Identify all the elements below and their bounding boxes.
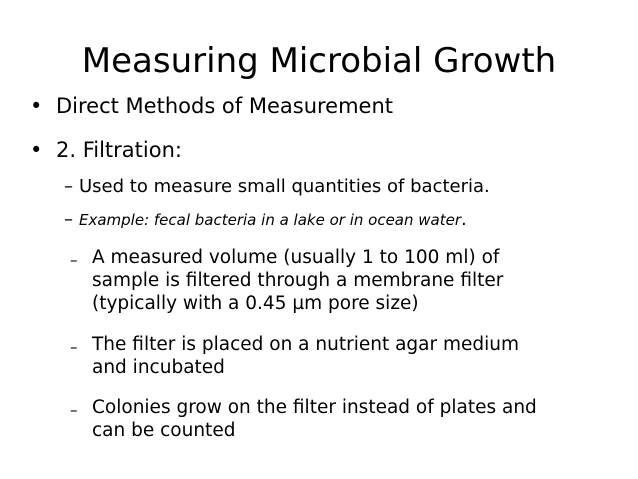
sub-bullet-suffix: .: [461, 209, 467, 230]
bullet-marker: •: [30, 94, 43, 118]
detail-bullet-marker: –: [70, 251, 78, 269]
detail-line: A measured volume (usually 1 to 100 ml) …: [92, 247, 500, 268]
sub-bullet-small-quantities: – Used to measure small quantities of bac…: [64, 176, 490, 198]
sub-bullet-marker: –: [64, 209, 73, 230]
bullet-marker: •: [30, 138, 43, 162]
detail-line: The filter is placed on a nutrient agar …: [92, 334, 520, 355]
detail-line: and incubated: [92, 357, 225, 378]
bullet-text: 2. Filtration:: [56, 138, 182, 162]
sub-bullet-text: Used to measure small quantities of bact…: [79, 176, 490, 197]
slide-title: Measuring Microbial Growth: [81, 41, 557, 81]
detail-line: can be counted: [92, 420, 236, 441]
sub-bullet-text: Example: fecal bacteria in a lake or in …: [79, 211, 462, 229]
sub-bullet-example: – Example: fecal bacteria in a lake or in…: [64, 209, 467, 231]
sub-bullet-marker: –: [64, 176, 73, 197]
detail-line: Colonies grow on the filter instead of p…: [92, 397, 537, 418]
detail-line: sample is filtered through a membrane fi…: [92, 270, 504, 291]
detail-line: (typically with a 0.45 µm pore size): [92, 293, 419, 314]
detail-bullet-marker: –: [70, 401, 78, 419]
bullet-text: Direct Methods of Measurement: [56, 94, 394, 118]
detail-bullet-marker: –: [70, 338, 78, 356]
